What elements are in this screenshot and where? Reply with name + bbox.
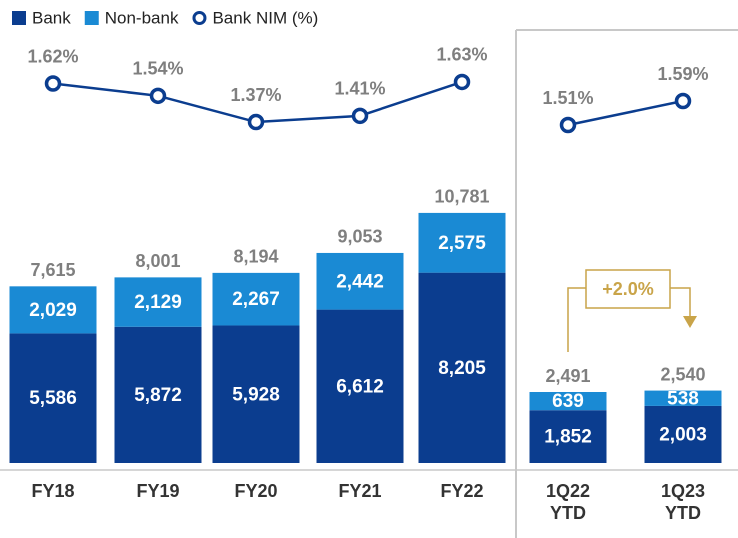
nim-label: 1.54%: [132, 59, 183, 79]
bar-segment: [9, 286, 97, 334]
segment-label: 2,442: [336, 271, 384, 292]
nim-label: 1.41%: [334, 79, 385, 99]
nim-point: [351, 107, 369, 125]
bar-segment: [418, 212, 506, 273]
nim-label: 1.51%: [542, 88, 593, 108]
total-label: 8,194: [233, 247, 278, 267]
annotation-box: [585, 269, 671, 309]
segment-label: 2,129: [134, 292, 182, 313]
nim-point: [149, 87, 167, 105]
segment-label: 2,575: [438, 233, 486, 254]
segment-label: 538: [667, 388, 699, 409]
bar-segment: [644, 405, 722, 463]
total-label: 10,781: [434, 187, 489, 207]
segment-label: 5,872: [134, 385, 182, 406]
bar-segment: [212, 325, 300, 463]
x-tick-label: FY20: [234, 481, 278, 501]
growth-arrow: [683, 316, 697, 328]
total-label: 7,615: [30, 260, 75, 280]
segment-label: 2,003: [659, 424, 707, 445]
x-tick-label: FY19: [136, 481, 180, 501]
x-tick-label: FY21: [338, 481, 382, 501]
bar-segment: [316, 252, 404, 310]
x-tick-label: 1Q22 YTD: [545, 481, 591, 523]
bar-segment: [212, 272, 300, 326]
segment-label: 2,029: [29, 300, 77, 321]
bar-segment: [316, 309, 404, 463]
segment-label: 8,205: [438, 358, 486, 379]
legend-label: Bank NIM (%): [212, 8, 318, 27]
segment-label: 5,586: [29, 388, 77, 409]
bar-segment: [529, 392, 607, 411]
segment-label: 1,852: [544, 427, 592, 448]
segment-label: 6,612: [336, 376, 384, 397]
nim-point: [247, 113, 265, 131]
nim-label: 1.63%: [436, 45, 487, 65]
legend-marker: [192, 11, 207, 25]
bar-segment: [418, 272, 506, 463]
legend-swatch: [84, 11, 99, 25]
annotation: +2.0%: [602, 279, 654, 299]
nim-point: [559, 116, 577, 134]
x-tick-label: 1Q23 YTD: [660, 481, 706, 523]
x-tick-label: FY22: [440, 481, 484, 501]
total-label: 8,001: [135, 251, 180, 271]
total-label: 2,540: [660, 364, 705, 384]
total-label: 9,053: [337, 227, 382, 247]
nim-label: 1.62%: [27, 46, 78, 66]
total-label: 2,491: [545, 366, 590, 386]
nim-label: 1.37%: [230, 85, 281, 105]
nim-point: [44, 75, 62, 92]
segment-label: 639: [552, 391, 584, 412]
segment-label: 2,267: [232, 289, 280, 310]
bar-segment: [644, 390, 722, 406]
bar-segment: [114, 326, 202, 463]
x-tick-label: FY18: [31, 481, 75, 501]
nim-point: [453, 73, 471, 91]
legend-label: Bank: [32, 8, 71, 27]
segment-label: 5,928: [232, 384, 280, 405]
legend-label: Non-bank: [105, 8, 179, 27]
bar-segment: [529, 410, 607, 463]
nim-label: 1.59%: [657, 64, 708, 84]
nim-line: [567, 99, 684, 127]
bar-segment: [9, 333, 97, 463]
bar-segment: [114, 277, 202, 327]
nim-point: [674, 92, 692, 110]
legend-swatch: [12, 11, 26, 25]
